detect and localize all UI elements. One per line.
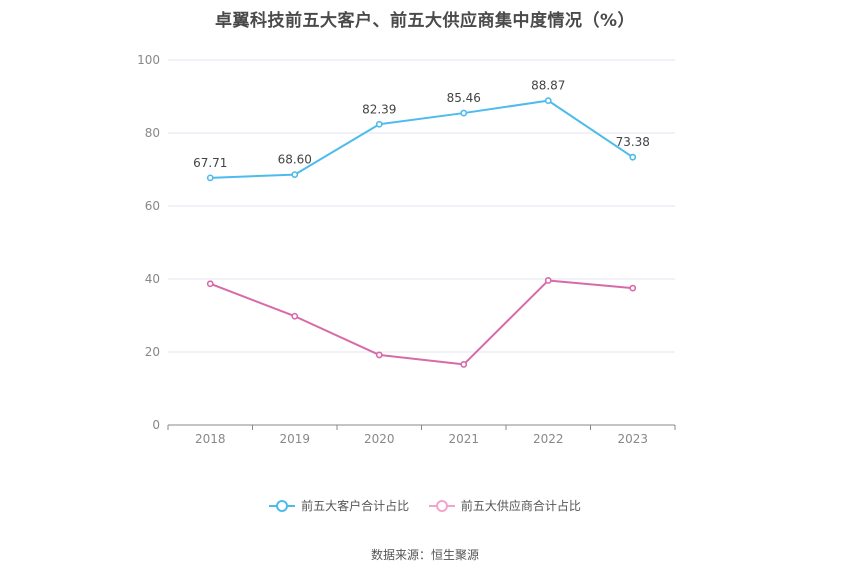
data-point[interactable] bbox=[629, 284, 637, 292]
data-point[interactable] bbox=[544, 97, 552, 105]
series-line-0 bbox=[210, 99, 634, 179]
data-label: 82.39 bbox=[362, 102, 396, 116]
data-label: 73.38 bbox=[616, 135, 650, 149]
y-tick-label: 20 bbox=[145, 345, 160, 359]
axes: 0 20 40 60 80 100 2018 2019 2020 2021 2022 2023 bbox=[137, 53, 676, 446]
data-point[interactable] bbox=[544, 277, 552, 284]
y-tick-label: 0 bbox=[152, 418, 160, 432]
data-label: 88.87 bbox=[531, 79, 565, 93]
x-tick-label: 2021 bbox=[448, 432, 479, 446]
series-line-1 bbox=[209, 279, 633, 366]
y-tick-label: 40 bbox=[145, 272, 160, 286]
data-label: 67.71 bbox=[193, 156, 227, 170]
x-tick-label: 2019 bbox=[279, 432, 310, 446]
data-point[interactable] bbox=[291, 171, 299, 179]
legend-swatch-customers bbox=[269, 499, 296, 512]
legend-item-customers[interactable]: 前五大客户合计占比 bbox=[269, 497, 409, 514]
legend-item-suppliers[interactable]: 前五大供应商合计占比 bbox=[428, 497, 581, 514]
y-tick-label: 100 bbox=[137, 53, 160, 67]
gridlines bbox=[168, 59, 675, 353]
x-tick-label: 2018 bbox=[195, 432, 226, 446]
data-point[interactable] bbox=[291, 312, 299, 320]
x-tick-label: 2022 bbox=[533, 432, 564, 446]
data-point[interactable] bbox=[460, 361, 468, 368]
legend-swatch-suppliers bbox=[428, 499, 455, 512]
series-lines bbox=[206, 97, 637, 368]
y-tick-label: 60 bbox=[145, 199, 160, 213]
data-labels: 67.71 68.60 82.39 85.46 88.87 73.38 bbox=[193, 79, 650, 170]
data-label: 68.60 bbox=[278, 153, 312, 167]
legend: 前五大客户合计占比 前五大供应商合计占比 bbox=[0, 497, 850, 516]
data-point[interactable] bbox=[206, 280, 214, 288]
data-point[interactable] bbox=[629, 153, 637, 161]
x-tick-label: 2023 bbox=[617, 432, 648, 446]
y-tick-label: 80 bbox=[145, 126, 160, 140]
data-point[interactable] bbox=[206, 174, 214, 182]
data-point[interactable] bbox=[375, 351, 383, 359]
data-source: 数据来源：恒生聚源 bbox=[370, 548, 479, 562]
data-point[interactable] bbox=[375, 120, 383, 128]
legend-label-suppliers: 前五大供应商合计占比 bbox=[460, 499, 581, 513]
data-point[interactable] bbox=[460, 109, 468, 117]
legend-label-customers: 前五大客户合计占比 bbox=[301, 499, 410, 513]
chart-title: 卓翼科技前五大客户、前五大供应商集中度情况（%） bbox=[214, 11, 636, 31]
data-label: 85.46 bbox=[447, 91, 481, 105]
x-tick-label: 2020 bbox=[364, 432, 395, 446]
